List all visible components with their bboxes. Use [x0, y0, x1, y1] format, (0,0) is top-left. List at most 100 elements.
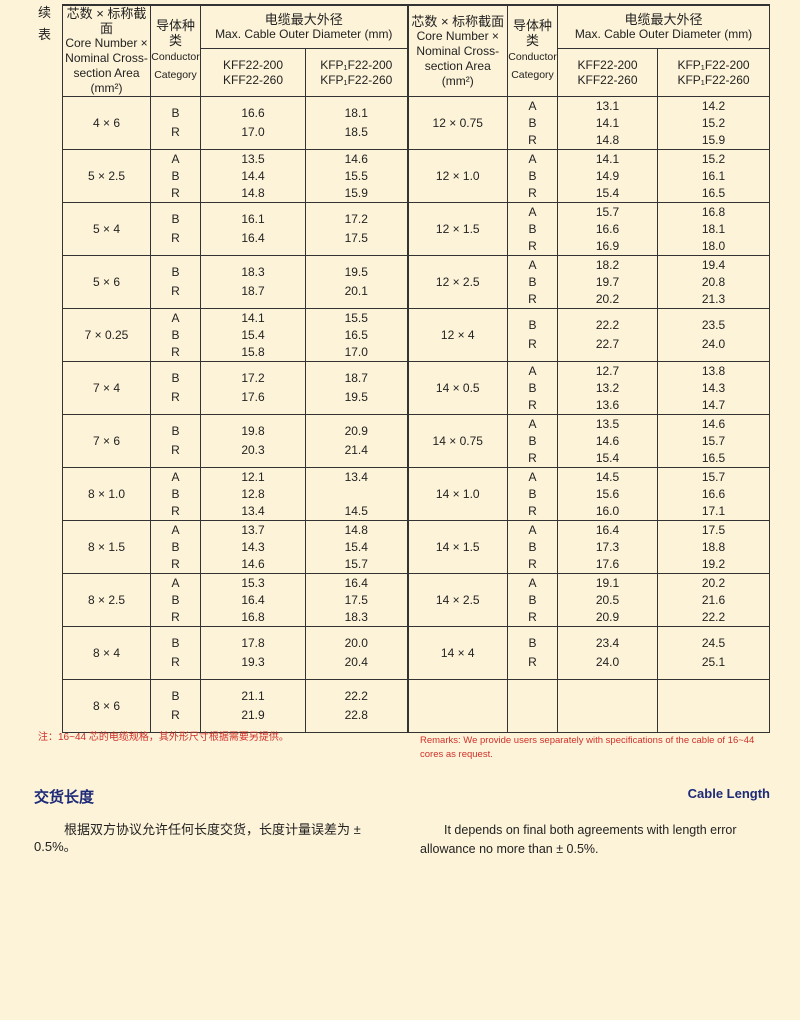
cell-value: 24.5 — [701, 636, 726, 650]
cell-value: 17.3 — [595, 539, 620, 554]
kfp-cell-right: 20.2 21.6 22.2 — [657, 573, 770, 627]
cell-value: B — [528, 274, 537, 289]
cell-value: 15.6 — [595, 486, 620, 501]
cell-value: 15.7 — [701, 433, 726, 448]
cable-length-text-zh: 根据双方协议允许任何长度交货，长度计量误差为 ± 0.5%。 — [34, 822, 361, 854]
table-row: 7 × 4 B R 17.2 17.6 18.7 19.5 14 × 0.5 A B R 12.7 13… — [62, 361, 770, 415]
size-cell-right: 12 × 2.5 — [407, 255, 508, 309]
size-cell-right: 14 × 4 — [407, 626, 508, 680]
cell-value: 16.0 — [595, 503, 620, 518]
cell-value: R — [171, 231, 180, 245]
cell-value: 19.1 — [595, 575, 620, 590]
cell-value: A — [528, 416, 537, 431]
cell-value: 24.0 — [595, 655, 620, 669]
cell-value: 19.5 — [344, 265, 368, 279]
size-cell: 7 × 0.25 — [62, 308, 151, 362]
cell-value: R — [171, 655, 180, 669]
cell-value: 12.1 — [241, 469, 265, 484]
cell-value: 16.5 — [701, 185, 726, 200]
cell-value: 22.2 — [344, 689, 368, 703]
cell-value: B — [528, 221, 537, 236]
kff-cell: 13.7 14.3 14.6 — [200, 520, 306, 574]
size-cell-right: 12 × 0.75 — [407, 96, 508, 150]
kff-cell: 13.5 14.4 14.8 — [200, 149, 306, 203]
cell-value: 17.5 — [344, 592, 368, 607]
size-cell-right: 14 × 0.5 — [407, 361, 508, 415]
cell-value: 15.7 — [595, 204, 620, 219]
cable-diameter-table: 芯数 × 标称截面 Core Number × Nominal Cross-sec… — [62, 4, 770, 733]
kfp-cell: 13.4 14.5 — [305, 467, 409, 521]
category-cell-right — [507, 679, 558, 733]
cell-value: 20.9 — [595, 609, 620, 624]
size-cell-right: 14 × 2.5 — [407, 573, 508, 627]
cell-value: 14.8 — [241, 185, 265, 200]
size-cell-right: 14 × 1.0 — [407, 467, 508, 521]
cell-value: B — [171, 265, 180, 279]
kfp-cell: 17.2 17.5 — [305, 202, 409, 256]
cell-value: 16.4 — [344, 575, 368, 590]
cable-length-text-en: It depends on final both agreements with… — [420, 823, 737, 856]
cell-value: 17.5 — [344, 231, 368, 245]
cell-value: 18.2 — [595, 257, 620, 272]
kff-cell-right: 13.1 14.1 14.8 — [557, 96, 658, 150]
table-row: 4 × 6 B R 16.6 17.0 18.1 18.5 12 × 0.75 A B R 13.1 1… — [62, 96, 770, 150]
cell-value: 20.5 — [595, 592, 620, 607]
cell-value: B — [528, 592, 537, 607]
cell-value: 13.5 — [241, 151, 265, 166]
cell-value: R — [171, 556, 180, 571]
cell-value: 14.8 — [595, 132, 620, 147]
cell-value: 19.4 — [701, 257, 726, 272]
size-cell-right: 14 × 0.75 — [407, 414, 508, 468]
kfp-cell: 22.2 22.8 — [305, 679, 409, 733]
cell-value: B — [528, 318, 537, 332]
cell-value: 14.5 — [344, 503, 368, 518]
cell-value: 22.7 — [595, 337, 620, 351]
kff-cell-right — [557, 679, 658, 733]
cell-value: 19.2 — [701, 556, 726, 571]
header-diameter: 电缆最大外径 Max. Cable Outer Diameter (mm) — [200, 4, 409, 50]
cell-value: 17.6 — [241, 390, 265, 404]
kff-cell-right: 15.7 16.6 16.9 — [557, 202, 658, 256]
cell-value: R — [528, 337, 537, 351]
cell-value: 17.0 — [241, 125, 265, 139]
cell-value: B — [171, 424, 180, 438]
cell-value: B — [171, 636, 180, 650]
size-cell: 5 × 6 — [62, 255, 151, 309]
header-kff: KFF22-200 KFF22-260 — [200, 48, 306, 97]
cell-value: R — [528, 291, 537, 306]
cell-value: 18.8 — [701, 539, 726, 554]
cell-value: 13.4 — [241, 503, 265, 518]
kff-cell-right: 16.4 17.3 17.6 — [557, 520, 658, 574]
cell-value: 16.6 — [701, 486, 726, 501]
cell-value: 17.2 — [344, 212, 368, 226]
cell-value: 14.3 — [241, 539, 265, 554]
cell-value: R — [171, 443, 180, 457]
kfp-cell: 14.8 15.4 15.7 — [305, 520, 409, 574]
cell-value: 18.3 — [344, 609, 368, 624]
size-cell-right: 12 × 4 — [407, 308, 508, 362]
cell-value: 23.4 — [595, 636, 620, 650]
kfp-cell-right: 17.5 18.8 19.2 — [657, 520, 770, 574]
cell-value: 15.8 — [241, 344, 265, 359]
size-cell: 5 × 2.5 — [62, 149, 151, 203]
cell-value: A — [528, 151, 537, 166]
cell-value: R — [528, 397, 537, 412]
cell-value: 21.4 — [344, 443, 368, 457]
cell-value: 14.3 — [701, 380, 726, 395]
cell-value: 16.9 — [595, 238, 620, 253]
cell-value: 18.3 — [241, 265, 265, 279]
table-row: 8 × 4 B R 17.8 19.3 20.0 20.4 14 × 4 B R 23.4 24.0 2… — [62, 626, 770, 680]
cell-value: 15.3 — [241, 575, 265, 590]
header-category-right: 导体种类 Conductor Category — [507, 4, 558, 97]
cell-value: 13.7 — [241, 522, 265, 537]
size-cell: 8 × 2.5 — [62, 573, 151, 627]
cell-value: 20.2 — [701, 575, 726, 590]
size-cell-right: 12 × 1.5 — [407, 202, 508, 256]
cell-value: 14.6 — [595, 433, 620, 448]
cell-value: 20.9 — [344, 424, 368, 438]
cell-value: 15.2 — [701, 151, 726, 166]
